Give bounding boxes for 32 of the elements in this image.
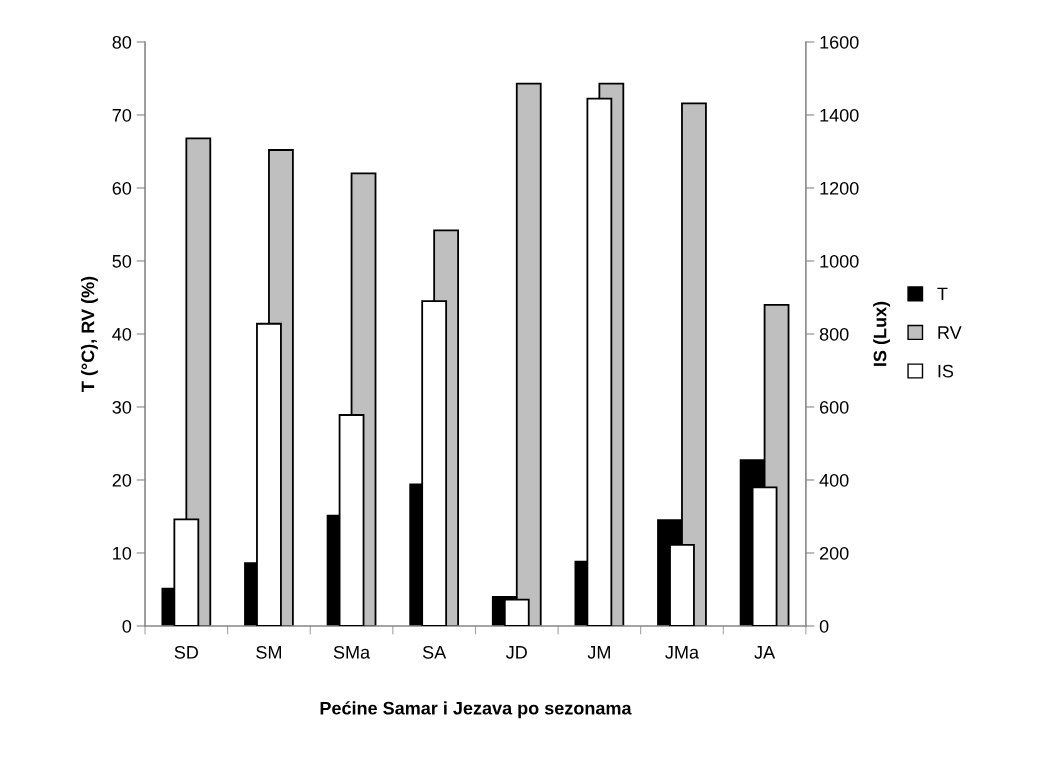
legend-label: IS — [938, 364, 954, 378]
y-tick-label: 20 — [112, 473, 132, 487]
legend-label: T — [937, 287, 948, 301]
x-tick-label: JMa — [665, 646, 700, 659]
y2-tick-label: 800 — [819, 327, 849, 341]
y2-tick-label: 400 — [819, 473, 849, 487]
y-tick-label: 60 — [112, 181, 132, 195]
y2-tick-label: 200 — [819, 546, 849, 560]
y2-tick-label: 0 — [819, 619, 829, 633]
x-tick-label: SMa — [333, 645, 371, 659]
y-tick-label: 40 — [112, 327, 132, 341]
y-tick-label: 50 — [112, 254, 132, 268]
x-tick-label: JA — [754, 646, 776, 659]
x-tick-label: SD — [174, 645, 199, 659]
y-tick-label: 30 — [112, 400, 132, 414]
x-tick-label: JM — [587, 646, 610, 659]
legend-label: RV — [938, 326, 962, 339]
y2-tick-label: 600 — [820, 400, 849, 414]
y-tick-label: 0 — [122, 619, 132, 633]
y-axis-title: T (°C), RV (%) — [81, 276, 98, 392]
y-tick-label: 10 — [113, 546, 132, 560]
x-tick-label: SM — [256, 645, 281, 659]
y2-axis-title: IS (Lux) — [873, 301, 890, 366]
y2-tick-label: 1400 — [820, 108, 859, 122]
y2-tick-label: 1600 — [820, 35, 859, 49]
y-tick-label: 80 — [112, 35, 132, 49]
y-tick-label: 70 — [112, 108, 132, 122]
x-tick-label: SA — [422, 645, 447, 659]
y2-tick-label: 1200 — [820, 181, 859, 195]
x-axis-title: Pećine Samar i Jezava po sezonama — [320, 701, 632, 719]
y2-tick-label: 1000 — [820, 254, 859, 268]
x-tick-label: JD — [506, 646, 527, 659]
